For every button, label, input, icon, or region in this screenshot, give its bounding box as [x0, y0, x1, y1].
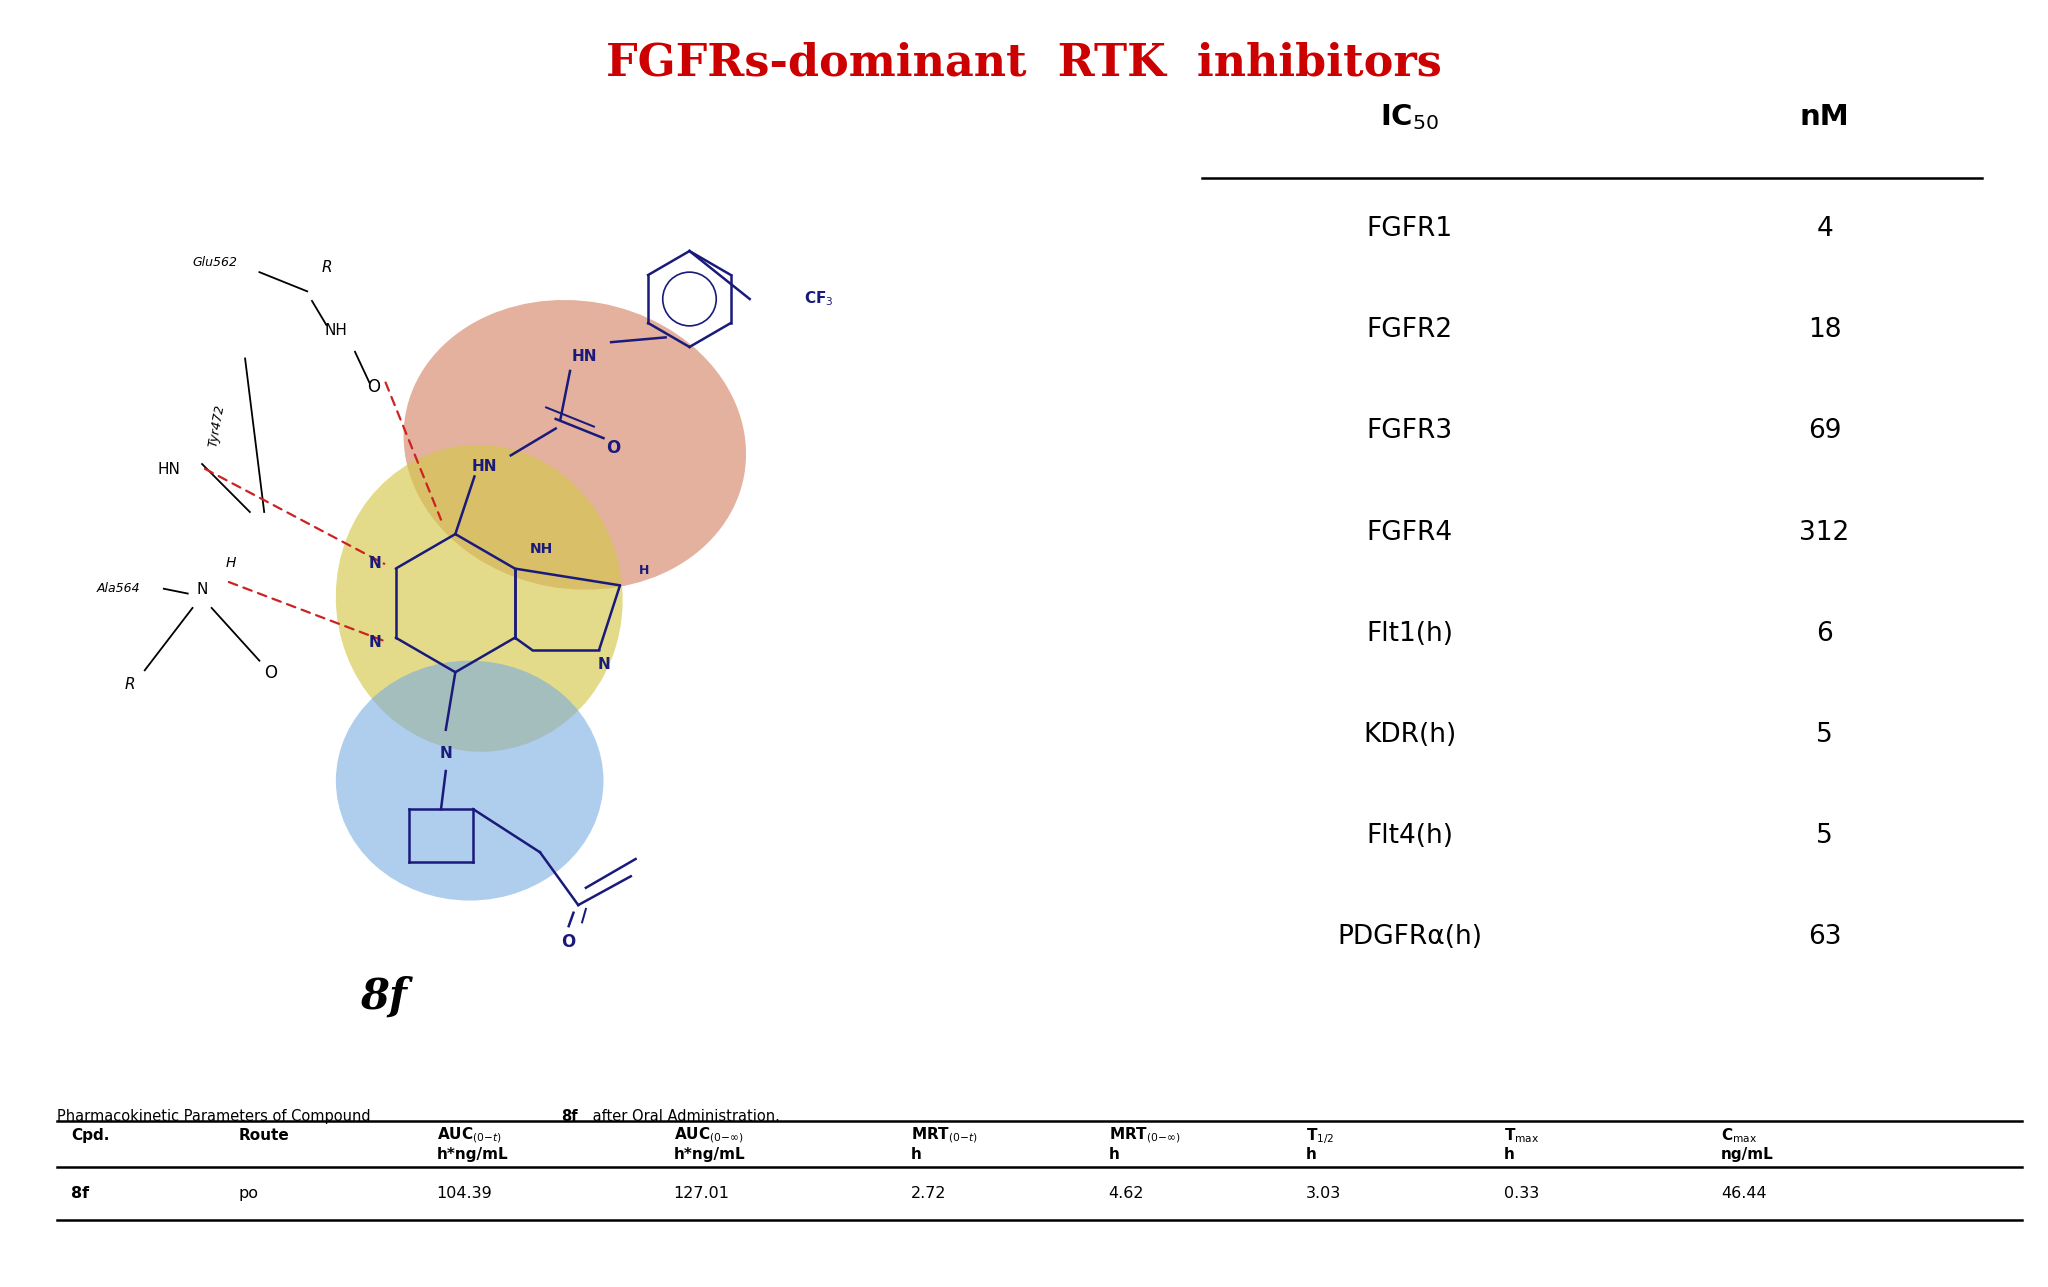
Text: h: h [911, 1147, 922, 1162]
Text: T$_{1/2}$: T$_{1/2}$ [1307, 1126, 1335, 1145]
Text: 63: 63 [1808, 924, 1841, 950]
Text: AUC$_{(0\mathsf{-}\infty)}$: AUC$_{(0\mathsf{-}\infty)}$ [674, 1126, 743, 1145]
Text: N: N [598, 656, 610, 672]
Text: 69: 69 [1808, 418, 1841, 444]
Text: h: h [1307, 1147, 1317, 1162]
Text: C$_{\mathsf{max}}$: C$_{\mathsf{max}}$ [1720, 1126, 1757, 1145]
Text: HN: HN [471, 459, 498, 475]
Text: Flt1(h): Flt1(h) [1366, 620, 1454, 646]
Text: O: O [367, 378, 381, 396]
Text: 4: 4 [1817, 216, 1833, 242]
Text: ng/mL: ng/mL [1720, 1147, 1774, 1162]
Text: Flt4(h): Flt4(h) [1366, 822, 1454, 849]
Text: H: H [639, 565, 649, 578]
Text: N: N [197, 582, 207, 597]
Text: 4.62: 4.62 [1108, 1185, 1145, 1201]
Text: PDGFRα(h): PDGFRα(h) [1337, 924, 1483, 950]
Text: T$_{\mathsf{max}}$: T$_{\mathsf{max}}$ [1503, 1126, 1540, 1145]
Text: nM: nM [1800, 103, 1849, 131]
Ellipse shape [403, 300, 745, 589]
Text: N: N [369, 634, 381, 650]
Text: R: R [125, 677, 135, 692]
Text: after Oral Administration.: after Oral Administration. [588, 1109, 780, 1125]
Text: O: O [606, 439, 621, 457]
Text: 18: 18 [1808, 318, 1841, 344]
Text: O: O [561, 933, 575, 951]
Text: 8f: 8f [360, 976, 408, 1018]
Text: 127.01: 127.01 [674, 1185, 729, 1201]
Text: FGFR3: FGFR3 [1366, 418, 1452, 444]
Text: h: h [1503, 1147, 1516, 1162]
Text: FGFR4: FGFR4 [1366, 520, 1452, 546]
Text: 312: 312 [1800, 520, 1849, 546]
Text: FGFRs-dominant  RTK  inhibitors: FGFRs-dominant RTK inhibitors [606, 41, 1442, 84]
Text: Cpd.: Cpd. [72, 1129, 109, 1143]
Text: 3.03: 3.03 [1307, 1185, 1341, 1201]
Text: 8f: 8f [561, 1109, 578, 1125]
Text: NH: NH [324, 323, 348, 337]
Text: h: h [1108, 1147, 1120, 1162]
Text: AUC$_{(0\mathsf{-}t)}$: AUC$_{(0\mathsf{-}t)}$ [436, 1126, 502, 1145]
Text: h*ng/mL: h*ng/mL [436, 1147, 508, 1162]
Text: O: O [264, 664, 276, 682]
Text: FGFR1: FGFR1 [1366, 216, 1452, 242]
Text: KDR(h): KDR(h) [1364, 722, 1456, 748]
Text: FGFR2: FGFR2 [1366, 318, 1452, 344]
Text: 8f: 8f [72, 1185, 90, 1201]
Text: h*ng/mL: h*ng/mL [674, 1147, 745, 1162]
Text: HN: HN [571, 349, 598, 364]
Text: Tyr472: Tyr472 [207, 403, 227, 448]
Text: 2.72: 2.72 [911, 1185, 946, 1201]
Text: N: N [369, 556, 381, 571]
Text: N: N [440, 746, 453, 762]
Text: HN: HN [158, 462, 180, 476]
Text: MRT$_{(0\mathsf{-}t)}$: MRT$_{(0\mathsf{-}t)}$ [911, 1126, 977, 1145]
Text: MRT$_{(0\mathsf{-}\infty)}$: MRT$_{(0\mathsf{-}\infty)}$ [1108, 1126, 1180, 1145]
Text: H: H [225, 556, 236, 570]
Text: NH: NH [530, 542, 553, 556]
Text: po: po [240, 1185, 258, 1201]
Text: R: R [322, 260, 332, 275]
Text: 104.39: 104.39 [436, 1185, 492, 1201]
Text: Pharmacokinetic Parameters of Compound: Pharmacokinetic Parameters of Compound [57, 1109, 375, 1125]
Text: 0.33: 0.33 [1503, 1185, 1538, 1201]
Ellipse shape [336, 660, 604, 901]
Text: Glu562: Glu562 [193, 256, 238, 269]
Ellipse shape [336, 445, 623, 752]
Text: 5: 5 [1817, 822, 1833, 849]
Text: IC$_{50}$: IC$_{50}$ [1380, 102, 1440, 131]
Text: CF$_3$: CF$_3$ [805, 290, 834, 309]
Text: 6: 6 [1817, 620, 1833, 646]
Text: 46.44: 46.44 [1720, 1185, 1767, 1201]
Text: 5: 5 [1817, 722, 1833, 748]
Text: Ala564: Ala564 [96, 582, 141, 596]
Text: Route: Route [240, 1129, 289, 1143]
